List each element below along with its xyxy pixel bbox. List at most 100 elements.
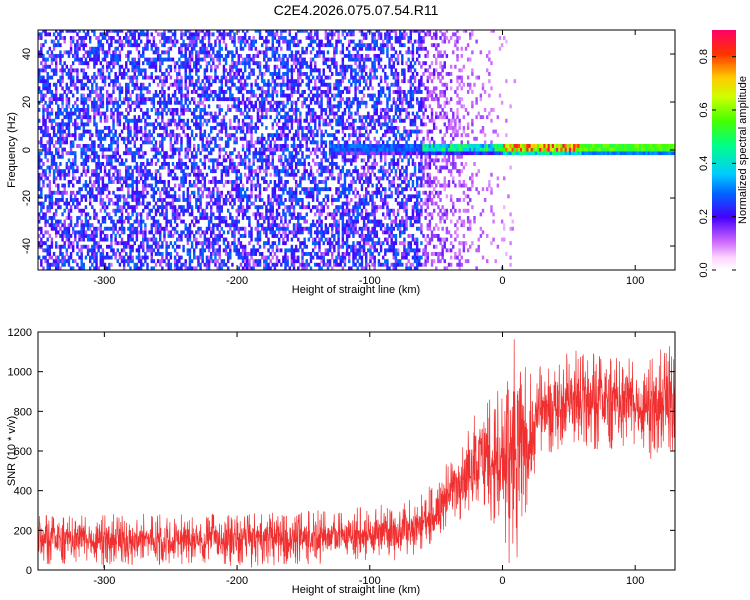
spectrogram-cell bbox=[57, 115, 60, 120]
spectrogram-cell bbox=[54, 30, 58, 33]
spectrogram-cell bbox=[135, 46, 139, 51]
spectrogram-cell bbox=[214, 115, 217, 120]
spectrogram-cell bbox=[324, 183, 328, 188]
spectrogram-cell bbox=[316, 68, 319, 73]
spectrogram-cell bbox=[214, 234, 217, 238]
spectrogram-cell bbox=[38, 90, 41, 94]
spectrogram-cell bbox=[224, 68, 228, 73]
spectrogram-cell bbox=[307, 252, 311, 256]
spectrogram-cell bbox=[120, 183, 124, 188]
spectrogram-cell bbox=[116, 187, 119, 192]
spectrogram-cell bbox=[282, 39, 285, 44]
spectrogram-cell bbox=[275, 39, 279, 44]
spectrogram-cell bbox=[220, 194, 224, 199]
spectrogram-cell bbox=[54, 82, 58, 87]
spectrogram-cell bbox=[188, 237, 192, 242]
spectrogram-cell bbox=[84, 234, 88, 238]
spectrogram-cell bbox=[165, 205, 168, 210]
spectrogram-cell bbox=[131, 194, 134, 199]
spectrogram-cell bbox=[269, 244, 272, 249]
spectrogram-cell bbox=[63, 122, 66, 127]
spectrogram-cell bbox=[231, 30, 234, 33]
spectrogram-cell bbox=[258, 93, 262, 98]
spectrogram-cell bbox=[197, 230, 200, 235]
spectrogram-cell bbox=[80, 237, 83, 242]
spectrogram-cell bbox=[93, 54, 96, 58]
spectrogram-cell bbox=[46, 208, 49, 213]
spectrogram-cell bbox=[163, 43, 166, 48]
spectrogram-cell bbox=[182, 39, 185, 44]
spectrogram-cell bbox=[243, 36, 247, 40]
spectrogram-cell bbox=[233, 219, 236, 224]
spectrogram-cell bbox=[67, 50, 71, 55]
spectrogram-cell bbox=[188, 30, 192, 33]
spectrogram-cell bbox=[294, 43, 298, 48]
spectrogram-cell bbox=[46, 194, 49, 199]
spectrogram-cell bbox=[294, 187, 298, 192]
spectrogram-cell bbox=[235, 244, 238, 249]
spectrogram-cell bbox=[277, 118, 281, 123]
spectrogram-cell bbox=[256, 111, 260, 116]
spectrogram-cell bbox=[135, 234, 139, 238]
spectrogram-cell bbox=[50, 262, 54, 267]
spectrogram-cell bbox=[239, 100, 243, 105]
spectrogram-cell bbox=[318, 212, 321, 217]
spectrogram-cell bbox=[116, 198, 119, 202]
spectrogram-cell bbox=[297, 79, 300, 84]
spectrogram-cell bbox=[307, 36, 311, 40]
spectrogram-cell bbox=[256, 234, 260, 238]
spectrogram-cell bbox=[229, 136, 232, 141]
spectrogram-cell bbox=[288, 208, 291, 213]
spectrogram-cell bbox=[82, 262, 86, 267]
spectrogram-cell bbox=[239, 43, 243, 48]
spectrogram-cell bbox=[173, 118, 177, 123]
spectrogram-cell bbox=[169, 154, 173, 159]
spectrogram-cell bbox=[48, 208, 52, 213]
spectrogram-cell bbox=[171, 144, 175, 148]
spectrogram-cell bbox=[190, 230, 194, 235]
spectrogram-cell bbox=[280, 147, 283, 152]
spectrogram-cell bbox=[178, 133, 181, 138]
spectrogram-cell bbox=[199, 129, 202, 134]
spectrogram-cell bbox=[180, 183, 183, 188]
spectrogram-cell bbox=[320, 180, 323, 184]
spectrogram-cell bbox=[163, 259, 166, 264]
spectrogram-cell bbox=[171, 208, 175, 213]
spectrogram-cell bbox=[80, 162, 83, 166]
spectrogram-cell bbox=[146, 136, 149, 141]
spectrogram-cell bbox=[220, 97, 224, 102]
spectrogram-cell bbox=[180, 64, 183, 69]
spectrogram-cell bbox=[108, 180, 111, 184]
spectrogram-cell bbox=[269, 140, 272, 145]
spectrogram-cell bbox=[188, 39, 192, 44]
spectrogram-cell bbox=[137, 259, 141, 264]
spectrogram-cell bbox=[292, 248, 296, 253]
spectrogram-cell bbox=[235, 72, 238, 76]
spectrogram-cell bbox=[292, 136, 296, 141]
spectrogram-cell bbox=[63, 68, 66, 73]
spectrogram-cell bbox=[216, 133, 219, 138]
spectrogram-cell bbox=[265, 54, 268, 58]
spectrogram-cell bbox=[59, 136, 62, 141]
spectrogram-cell bbox=[110, 100, 113, 105]
spectrogram-cell bbox=[184, 208, 187, 213]
spectrogram-cell bbox=[99, 111, 102, 116]
spectrogram-cell bbox=[252, 36, 255, 40]
spectrogram-cell bbox=[50, 151, 54, 156]
spectrogram-cell bbox=[324, 180, 328, 184]
spectrogram-cell bbox=[205, 205, 209, 210]
spectrogram-cell bbox=[271, 226, 274, 231]
spectrogram-cell bbox=[176, 147, 179, 152]
spectrogram-cell bbox=[250, 226, 253, 231]
spectrogram-cell bbox=[44, 126, 47, 130]
spectrogram-cell bbox=[275, 136, 279, 141]
spectrogram-cell bbox=[116, 248, 119, 253]
spectrogram-cell bbox=[186, 201, 190, 206]
spectrogram-cell bbox=[118, 111, 122, 116]
spectrogram-cell bbox=[209, 255, 213, 260]
spectrogram-cell bbox=[137, 154, 141, 159]
spectrogram-cell bbox=[127, 147, 130, 152]
spectrogram-cell bbox=[318, 100, 321, 105]
spectrogram-cell bbox=[241, 122, 245, 127]
spectrogram-cell bbox=[180, 79, 183, 84]
